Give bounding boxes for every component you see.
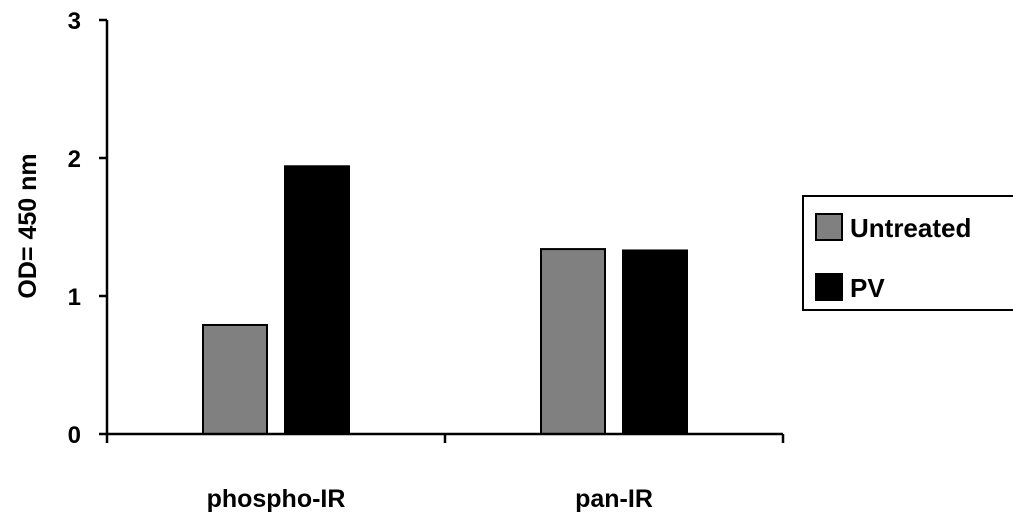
legend-label-untreated: Untreated: [850, 213, 971, 243]
bar-pv-phospho-ir: [284, 165, 350, 435]
y-tick-label: 2: [68, 146, 81, 173]
legend-label-pv: PV: [850, 273, 885, 303]
x-category-label: pan-IR: [575, 485, 653, 512]
y-tick-label: 1: [68, 284, 81, 311]
y-ticks-group: 0 1 2 3: [68, 8, 107, 449]
bar-untreated-phospho-ir: [202, 323, 268, 436]
legend-swatch-untreated: [815, 213, 843, 241]
bar-pv-pan-ir: [622, 249, 688, 435]
legend-swatch-pv: [815, 273, 843, 301]
bars-group: [202, 165, 688, 436]
legend: Untreated PV: [802, 195, 1013, 311]
y-tick-label: 3: [68, 8, 81, 35]
x-category-label: phospho-IR: [207, 485, 346, 512]
x-ticks-group: phospho-IR pan-IR: [105, 434, 785, 512]
y-tick-label: 0: [68, 422, 81, 449]
y-axis-label: OD= 450 nm: [14, 153, 42, 298]
bar-untreated-pan-ir: [540, 248, 606, 435]
